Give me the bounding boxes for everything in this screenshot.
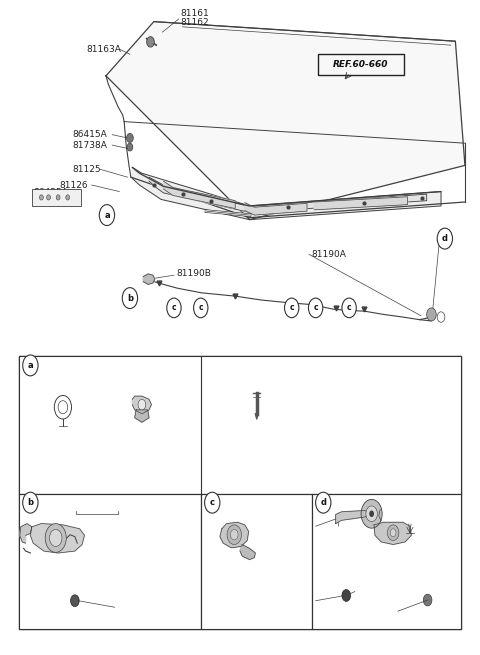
Circle shape — [427, 308, 436, 321]
Circle shape — [342, 590, 350, 601]
Text: c: c — [289, 303, 294, 312]
Circle shape — [66, 195, 70, 200]
Text: c: c — [313, 303, 318, 312]
Text: 1243BD: 1243BD — [317, 596, 350, 605]
Text: 81161: 81161 — [180, 9, 209, 18]
Text: 81195: 81195 — [28, 522, 55, 531]
Text: d: d — [320, 498, 326, 507]
Circle shape — [47, 195, 50, 200]
Polygon shape — [20, 523, 32, 543]
Text: 81163A: 81163A — [86, 45, 121, 54]
Text: 1125DB: 1125DB — [117, 603, 150, 612]
Circle shape — [45, 523, 66, 552]
Polygon shape — [132, 168, 441, 219]
Text: 86435A: 86435A — [33, 189, 68, 197]
Text: 81162: 81162 — [180, 18, 209, 28]
Circle shape — [193, 298, 208, 318]
FancyBboxPatch shape — [32, 189, 81, 206]
Polygon shape — [314, 196, 408, 210]
Text: 1125KB: 1125KB — [317, 607, 349, 616]
Polygon shape — [240, 544, 255, 559]
Polygon shape — [336, 510, 372, 523]
FancyBboxPatch shape — [312, 494, 461, 629]
Text: 81199: 81199 — [228, 498, 254, 507]
Circle shape — [423, 594, 432, 606]
Polygon shape — [163, 181, 235, 208]
Circle shape — [127, 134, 133, 143]
Polygon shape — [106, 22, 465, 219]
Circle shape — [23, 355, 38, 376]
Circle shape — [361, 499, 382, 528]
Text: 81190B: 81190B — [177, 269, 212, 278]
Text: a: a — [27, 361, 33, 370]
Circle shape — [99, 204, 115, 225]
Circle shape — [369, 510, 374, 517]
FancyBboxPatch shape — [19, 356, 461, 629]
Circle shape — [230, 529, 238, 540]
Circle shape — [23, 492, 38, 513]
Circle shape — [309, 298, 323, 318]
Text: 86157A: 86157A — [105, 522, 137, 531]
Circle shape — [147, 37, 155, 47]
Circle shape — [122, 288, 138, 309]
Text: c: c — [172, 303, 176, 312]
Circle shape — [227, 525, 241, 544]
Polygon shape — [30, 523, 84, 553]
Text: b: b — [127, 293, 133, 303]
Circle shape — [285, 298, 299, 318]
Circle shape — [316, 492, 331, 513]
Text: 81180: 81180 — [317, 521, 343, 531]
Circle shape — [387, 525, 399, 540]
Circle shape — [39, 195, 43, 200]
Text: 81180E: 81180E — [381, 505, 413, 514]
Text: REF.60-660: REF.60-660 — [333, 60, 389, 69]
Circle shape — [71, 595, 79, 607]
Circle shape — [56, 195, 60, 200]
Circle shape — [342, 298, 356, 318]
Text: c: c — [210, 498, 215, 507]
Text: 81130: 81130 — [82, 504, 108, 512]
Text: 1125GA: 1125GA — [240, 358, 274, 367]
Circle shape — [127, 143, 133, 151]
Text: a: a — [104, 210, 110, 219]
Text: 82132: 82132 — [57, 377, 84, 386]
Text: 81385B: 81385B — [398, 607, 431, 616]
Circle shape — [138, 400, 146, 410]
Circle shape — [437, 228, 453, 249]
FancyBboxPatch shape — [19, 494, 201, 629]
Text: 81190A: 81190A — [312, 250, 347, 259]
Circle shape — [204, 492, 220, 513]
Text: 86415A: 86415A — [72, 130, 107, 139]
FancyBboxPatch shape — [19, 356, 461, 494]
Text: 81738A: 81738A — [72, 141, 108, 149]
Text: 81125: 81125 — [72, 165, 101, 174]
Circle shape — [366, 506, 377, 521]
Circle shape — [167, 298, 181, 318]
Polygon shape — [135, 410, 149, 422]
Text: 81126: 81126 — [59, 181, 88, 189]
FancyBboxPatch shape — [201, 494, 312, 629]
Circle shape — [390, 529, 396, 536]
Polygon shape — [374, 522, 411, 544]
Text: 86438A: 86438A — [126, 377, 158, 386]
Polygon shape — [245, 202, 307, 215]
Text: c: c — [198, 303, 203, 312]
Polygon shape — [144, 274, 155, 284]
Circle shape — [49, 529, 62, 546]
Polygon shape — [220, 522, 249, 548]
Polygon shape — [132, 396, 152, 414]
Text: c: c — [347, 303, 351, 312]
Text: d: d — [442, 234, 448, 243]
Polygon shape — [149, 177, 427, 212]
Text: b: b — [27, 498, 34, 507]
